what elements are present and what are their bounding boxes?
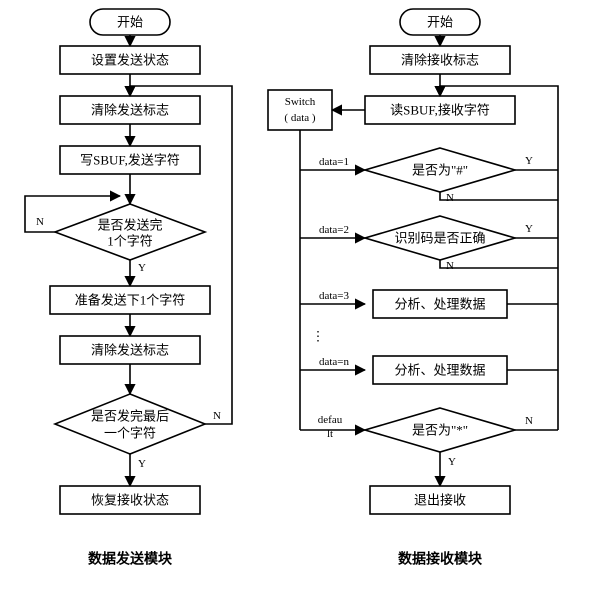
right-exit-label: 退出接收 (414, 493, 466, 508)
left-dec-last (55, 394, 205, 454)
l-no2: N (213, 410, 221, 422)
right-read-sbuf-label: 读SBUF,接收字符 (390, 103, 490, 118)
left-caption: 数据发送模块 (88, 551, 173, 568)
left-clear-flag2-label: 清除发送标志 (91, 343, 169, 358)
dec1-n (440, 192, 558, 200)
ellipsis-1: ⋮ (312, 329, 325, 344)
l-y1: Y (138, 262, 146, 274)
case-default-lab1: defau (318, 414, 343, 426)
dec2-n (440, 260, 558, 268)
left-dec-one-l1: 是否发送完 (97, 218, 162, 233)
case-n-label: data=n (319, 356, 350, 368)
left-write-sbuf-label: 写SBUF,发送字符 (80, 153, 180, 168)
right-clear-rx-label: 清除接收标志 (401, 53, 479, 68)
l-y2: Y (138, 458, 146, 470)
right-dec-star-label: 是否为"*" (412, 423, 468, 438)
dec2-y-lab: Y (525, 223, 533, 235)
case-default-lab2: lt (327, 428, 333, 440)
l-no1: N (36, 216, 44, 228)
dec1-y-lab: Y (525, 155, 533, 167)
case-3-label: data=3 (319, 290, 350, 302)
right-switch-l1: Switch (285, 96, 316, 108)
dec2-n-lab: N (446, 260, 454, 272)
dec5-y-lab: Y (448, 456, 456, 468)
right-caption: 数据接收模块 (398, 551, 483, 568)
left-set-state-label: 设置发送状态 (91, 53, 169, 68)
right-start-label: 开始 (427, 15, 453, 30)
dec1-n-lab: N (446, 192, 454, 204)
left-restore-label: 恢复接收状态 (91, 493, 169, 508)
left-dec-one-l2: 1个字符 (107, 234, 153, 249)
right-dec-hash-label: 是否为"#" (412, 163, 468, 178)
case-1-label: data=1 (319, 156, 349, 168)
right-dec-id-label: 识别码是否正确 (394, 231, 485, 246)
right-procn-label: 分析、处理数据 (394, 363, 485, 378)
right-switch-l2: ( data ) (284, 112, 315, 124)
left-prep-next-label: 准备发送下1个字符 (75, 293, 186, 308)
case-2-label: data=2 (319, 224, 349, 236)
left-dec-last-l2: 一个字符 (104, 426, 156, 441)
left-start-label: 开始 (117, 15, 143, 30)
right-proc3-label: 分析、处理数据 (394, 297, 485, 312)
dec5-n-lab: N (525, 415, 533, 427)
left-dec-last-l1: 是否发完最后 (91, 409, 169, 424)
left-clear-flag-label: 清除发送标志 (91, 103, 169, 118)
